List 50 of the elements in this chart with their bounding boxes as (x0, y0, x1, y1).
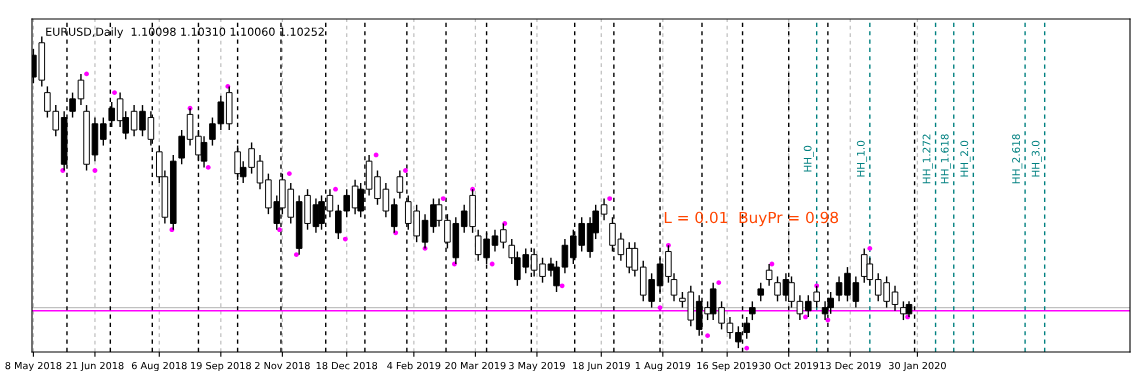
x-tick-label: 8 May 2018 (5, 361, 62, 371)
ref-line-label: HH_2.618 (1012, 134, 1023, 184)
x-tick-label: 21 Jun 2018 (66, 361, 124, 371)
point (607, 196, 613, 201)
x-tick-label: 13 Dec 2019 (820, 361, 881, 370)
point (342, 236, 348, 242)
candlestick (178, 129, 185, 165)
x-tick-label: 2 Nov 2018 (255, 361, 310, 370)
point (286, 171, 292, 177)
x-tick-label: 30 Oct 2019 (759, 361, 819, 370)
point (559, 283, 565, 289)
candlestick (77, 73, 85, 106)
candlestick (491, 229, 499, 253)
x-tick-label: 16 Sep 2019 (697, 361, 758, 371)
point (403, 168, 408, 173)
candlestick (256, 154, 264, 190)
x-tick-label: 19 Sep 2018 (191, 361, 251, 371)
chart-title: EURUSD,Daily 1.10098 1.10310 1.10060 1.10252 (46, 27, 324, 39)
x-tick-label: 30 Jan 2020 (888, 361, 946, 371)
point (112, 90, 117, 96)
ref-line-label: HH_1.618 (940, 134, 951, 184)
x-tick-label: 3 May 2019 (509, 361, 565, 371)
annotation: L = 0.01 BuyPr = 0.98 (664, 211, 839, 227)
ref-line-label: HH_1.272 (922, 134, 933, 184)
candlestick (396, 169, 404, 200)
ref-line-label: HH_0 (803, 145, 814, 172)
point (293, 252, 299, 258)
candlestick (891, 285, 899, 312)
x-tick-label: 18 Dec 2018 (316, 361, 378, 370)
x-tick-label: 4 Feb 2019 (387, 361, 441, 370)
point (333, 186, 338, 192)
point (205, 164, 211, 170)
ref-line-label: HH_3.0 (1031, 140, 1042, 177)
ref-line-label: HH_2.0 (960, 140, 971, 177)
candlestick (726, 316, 734, 340)
candlestick (749, 300, 756, 321)
point (867, 245, 873, 251)
point (440, 196, 446, 201)
candlestick (100, 116, 107, 147)
point (277, 227, 282, 233)
ref-line-label: HH_1.0 (856, 140, 868, 177)
x-tick-label: 18 Jun 2019 (573, 361, 630, 371)
candlestick (757, 281, 765, 303)
x-tick-label: 1 Aug 2019 (635, 361, 691, 371)
point (716, 280, 722, 286)
x-tick-label: 6 Aug 2018 (131, 361, 187, 371)
x-tick-label: 20 Mar 2019 (445, 361, 506, 370)
point (705, 333, 710, 339)
point (744, 345, 750, 351)
candlestick (600, 197, 608, 222)
